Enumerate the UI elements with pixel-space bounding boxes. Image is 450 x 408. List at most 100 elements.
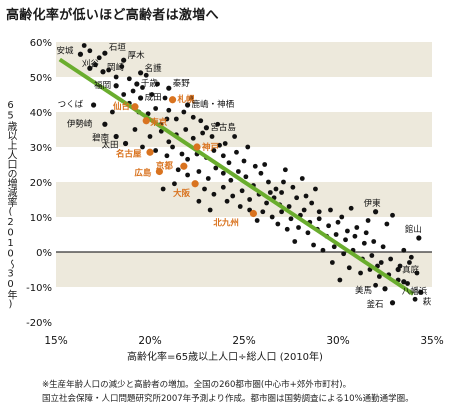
data-point (373, 282, 378, 288)
data-point (412, 296, 418, 302)
data-point (185, 156, 191, 162)
background-band (56, 182, 432, 217)
background-bands (56, 42, 432, 287)
y-tick-label: -10% (26, 283, 52, 294)
data-point (93, 62, 98, 68)
data-point (311, 242, 316, 248)
data-point (258, 170, 264, 176)
data-point (369, 253, 375, 258)
data-point (153, 106, 159, 111)
data-point (190, 114, 196, 120)
data-point (110, 109, 115, 115)
labeled-point (395, 266, 401, 273)
data-point (269, 214, 275, 220)
data-point (348, 205, 354, 211)
data-point (292, 239, 298, 244)
data-point (224, 198, 230, 204)
data-point (313, 186, 318, 192)
data-point (282, 167, 288, 173)
data-point (106, 67, 112, 73)
labeled-point (102, 50, 108, 56)
data-point (155, 81, 160, 87)
data-point (290, 184, 296, 190)
data-point (149, 92, 155, 97)
point-label: 宮古島 (210, 122, 236, 133)
data-point (119, 64, 125, 69)
data-point (254, 218, 260, 223)
labeled-point (146, 148, 154, 156)
point-label: 安城 (56, 45, 74, 56)
data-points (81, 43, 420, 302)
data-point (220, 153, 226, 159)
labeled-point (416, 235, 422, 241)
data-point (183, 127, 189, 132)
data-point (329, 260, 335, 265)
data-point (260, 209, 266, 215)
labeled-point (373, 209, 379, 215)
data-point (205, 176, 211, 181)
point-label: 仙台 (113, 101, 131, 112)
point-label: 太田 (102, 140, 119, 151)
data-point (202, 186, 207, 192)
data-point (185, 172, 191, 178)
data-point (365, 218, 371, 223)
data-point (320, 247, 326, 253)
data-point (296, 225, 301, 230)
data-point (235, 169, 241, 174)
data-point (164, 153, 170, 159)
data-point (213, 165, 219, 171)
data-point (286, 204, 292, 209)
labeled-point (418, 289, 424, 295)
data-point (179, 151, 185, 157)
data-point (354, 225, 360, 230)
data-point (333, 232, 339, 237)
data-point (211, 191, 217, 197)
data-point (267, 190, 273, 195)
labeled-point (142, 117, 150, 125)
labeled-point (100, 69, 106, 75)
point-label: 釜石 (367, 299, 384, 310)
data-point (345, 228, 350, 234)
data-point (153, 148, 159, 153)
background-band (56, 112, 432, 147)
data-point (143, 72, 149, 78)
trend-line (58, 57, 415, 296)
data-point (341, 251, 347, 257)
labeled-point (102, 121, 108, 127)
background-band (56, 42, 432, 77)
data-point (358, 270, 363, 276)
data-point (190, 135, 196, 141)
data-point (273, 186, 279, 192)
data-point (316, 209, 322, 215)
data-point (220, 170, 226, 176)
data-point (132, 127, 138, 132)
point-label: 東京 (150, 117, 168, 128)
y-tick-label: 40% (30, 108, 52, 119)
labeled-point (389, 300, 396, 306)
data-point (371, 239, 377, 244)
data-point (113, 74, 119, 80)
data-point (343, 237, 348, 243)
labeled-point (122, 140, 129, 147)
data-point (130, 88, 136, 94)
labeled-point (382, 286, 388, 292)
data-point (405, 281, 410, 286)
data-point (166, 107, 172, 113)
point-label: 刈谷 (82, 58, 100, 69)
data-point (361, 240, 367, 246)
data-point (126, 76, 132, 82)
data-point (226, 160, 232, 166)
labeled-point (113, 133, 119, 140)
y-tick-label: 30% (30, 143, 52, 154)
data-point (279, 209, 284, 215)
data-point (264, 200, 269, 206)
data-point (301, 207, 307, 213)
data-point (378, 260, 384, 265)
data-point (207, 207, 213, 213)
data-point (160, 186, 166, 192)
data-point (234, 149, 239, 155)
y-tick-label: 60% (30, 38, 52, 49)
point-label: 伊勢崎 (67, 118, 93, 129)
